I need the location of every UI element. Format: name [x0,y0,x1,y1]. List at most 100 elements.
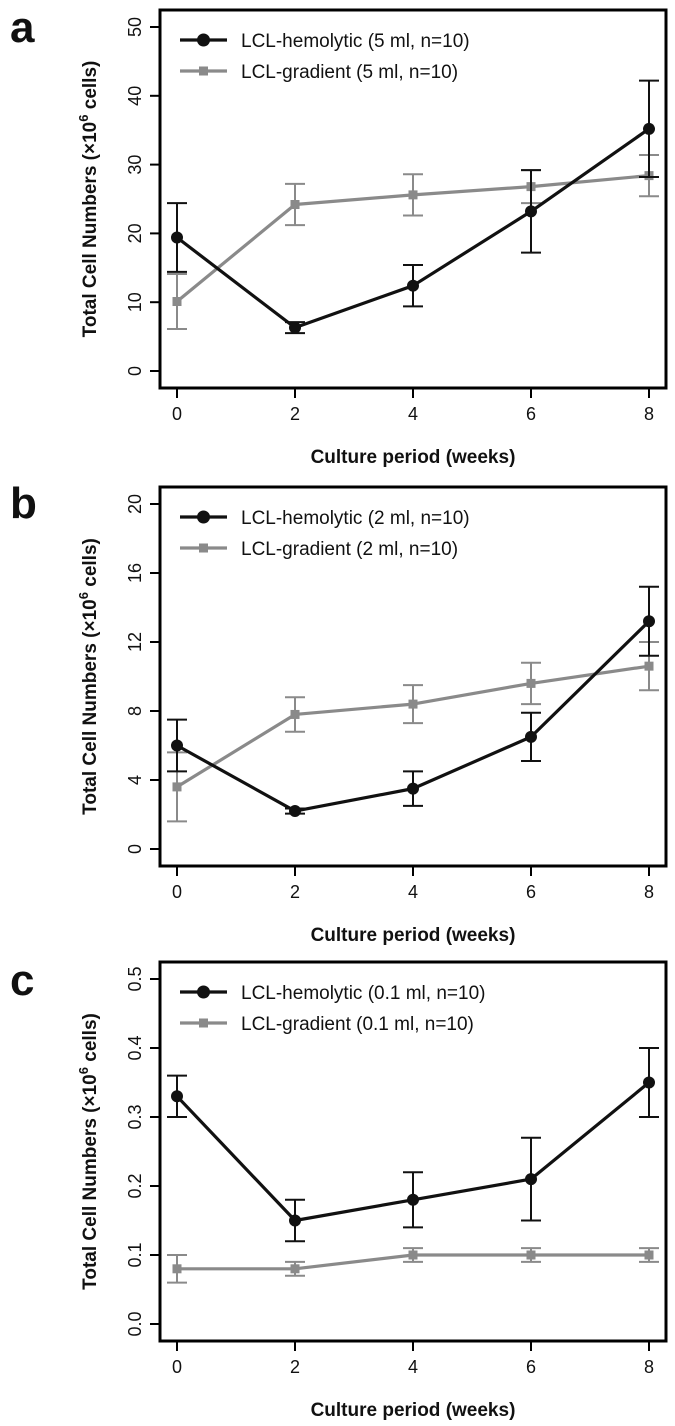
legend: LCL-hemolytic (0.1 ml, n=10) LCL-gradient… [180,983,485,1035]
data-point [290,1264,300,1274]
series-hemolytic [167,585,659,818]
legend-label: LCL-gradient (2 ml, n=10) [241,539,458,560]
y-tick-label: 12 [125,632,145,652]
y-tick-label: 40 [125,86,145,106]
y-tick-label: 30 [125,155,145,175]
legend-label: LCL-hemolytic (5 ml, n=10) [241,31,470,52]
legend-marker [197,985,210,999]
legend-label: LCL-gradient (0.1 ml, n=10) [241,1014,474,1035]
x-tick-label: 2 [290,1357,300,1377]
data-point [526,678,536,688]
y-tick-label: 16 [125,563,145,583]
data-point [289,321,301,334]
y-tick-label: 8 [125,706,145,716]
legend-label: LCL-hemolytic (0.1 ml, n=10) [241,983,485,1004]
panel-letter: c [10,956,34,1005]
y-tick-label: 20 [125,494,145,514]
y-tick-label: 0.1 [125,1242,145,1267]
legend-label: LCL-hemolytic (2 ml, n=10) [241,508,470,529]
panel-b: b 0 4 8 12 16 20 0 2 4 6 8 Culture period (weeks) Tot… [10,479,668,946]
x-tick-label: 0 [172,1357,182,1377]
y-axis-title-exponent: 6 [76,592,91,599]
legend: LCL-hemolytic (2 ml, n=10) LCL-gradient (… [180,508,470,560]
legend-marker [199,543,208,553]
data-point [407,782,419,795]
y-axis-title-end: cells) [80,61,101,115]
data-point [289,805,301,818]
y-tick-label: 0.4 [125,1035,145,1060]
y-tick-label: 20 [125,223,145,243]
y-tick-label: 0.5 [125,966,145,991]
y-tick-label: 0.0 [125,1311,145,1336]
data-point [171,1090,183,1103]
x-tick-label: 6 [526,1357,536,1377]
data-point [407,1193,419,1206]
data-point [525,730,537,743]
legend-label: LCL-gradient (5 ml, n=10) [241,62,458,83]
x-tick-label: 2 [290,404,300,424]
data-point [172,782,182,792]
y-axis-title-end: cells) [80,1013,101,1067]
data-point [289,1214,301,1227]
data-point [526,1250,536,1260]
y-axis-title-main: Total Cell Numbers (×10 [80,599,101,815]
x-tick-label: 8 [644,404,654,424]
x-axis-title: Culture period (weeks) [311,1400,516,1421]
data-point [643,122,655,135]
x-tick-label: 6 [526,882,536,902]
x-tick-label: 4 [408,1357,418,1377]
legend-marker [199,66,208,76]
data-point [408,190,418,200]
series-gradient [167,1247,659,1284]
y-axis-title-exponent: 6 [76,115,91,122]
legend-marker [197,510,210,524]
data-point [172,1264,182,1274]
data-point [643,615,655,628]
y-tick-label: 0.2 [125,1173,145,1198]
y-tick-label: 50 [125,17,145,37]
y-axis-title: Total Cell Numbers (×106 cells) [76,538,101,815]
x-tick-label: 4 [408,404,418,424]
x-tick-label: 8 [644,1357,654,1377]
y-axis-title: Total Cell Numbers (×106 cells) [76,1013,101,1290]
x-tick-label: 2 [290,882,300,902]
panel-letter: b [10,479,37,528]
y-axis-title-exponent: 6 [76,1067,91,1074]
data-point [171,739,183,752]
panel-letter: a [10,3,35,52]
data-point [408,699,418,709]
x-tick-label: 0 [172,404,182,424]
x-axis-title: Culture period (weeks) [311,447,516,468]
panel-c: c 0.0 0.1 0.2 0.3 0.4 0.5 0 2 4 6 8 Culture period (… [10,956,668,1421]
x-tick-label: 8 [644,882,654,902]
data-point [525,1173,537,1186]
legend-marker [199,1018,208,1028]
data-point [408,1250,418,1260]
y-tick-label: 0 [125,366,145,376]
data-point [171,231,183,244]
legend-marker [197,33,210,47]
y-tick-label: 0 [125,844,145,854]
y-tick-label: 4 [125,775,145,785]
y-tick-label: 10 [125,292,145,312]
y-axis-title-end: cells) [80,538,101,592]
panel-a: a 0 10 20 30 40 50 0 2 4 6 8 Culture period (weeks) T… [10,3,668,468]
y-axis-title-main: Total Cell Numbers (×10 [80,122,101,338]
data-point [172,297,182,307]
series-hemolytic [167,79,659,335]
data-point [290,709,300,719]
data-point [407,279,419,292]
series-hemolytic [167,1047,659,1243]
legend: LCL-hemolytic (5 ml, n=10) LCL-gradient (… [180,31,470,83]
y-axis-title: Total Cell Numbers (×106 cells) [76,61,101,338]
x-tick-label: 0 [172,882,182,902]
series-gradient [167,641,659,823]
x-tick-label: 6 [526,404,536,424]
data-point [643,1076,655,1089]
data-point [644,1250,654,1260]
data-point [525,205,537,218]
data-point [644,661,654,671]
data-point [290,200,300,210]
y-tick-label: 0.3 [125,1104,145,1129]
